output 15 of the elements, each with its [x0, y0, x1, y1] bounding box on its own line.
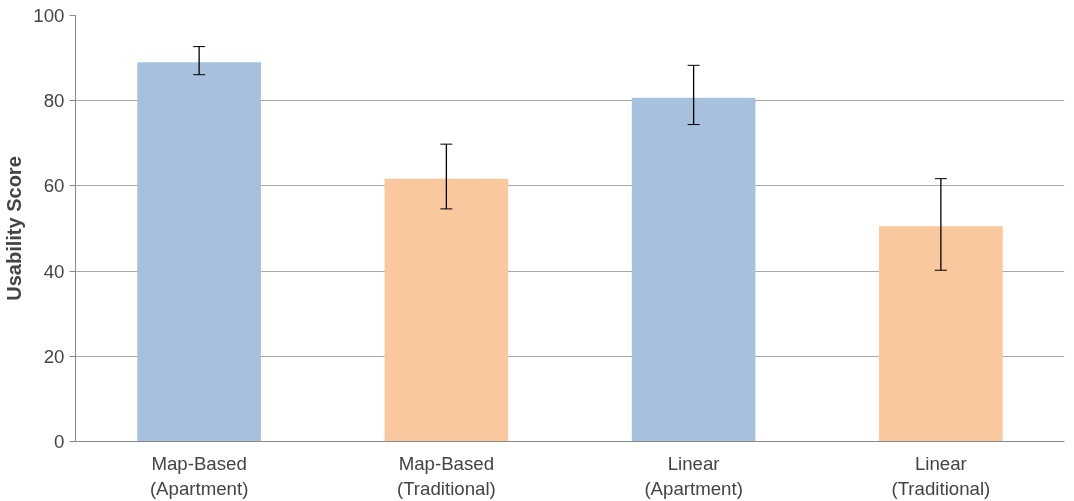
- y-tick-label: 100: [33, 5, 65, 26]
- bar: [137, 62, 261, 442]
- x-tick-label: Linear (Traditional): [891, 452, 991, 499]
- y-tick-label: 40: [43, 260, 65, 282]
- x-tick-label: Linear (Apartment): [644, 452, 743, 499]
- y-tick-label: 0: [54, 431, 65, 452]
- y-tick-label: 80: [43, 90, 65, 112]
- bar: [631, 97, 756, 442]
- y-tick-label: 20: [43, 345, 65, 367]
- bar: [879, 226, 1003, 442]
- x-tick-label: Map-Based (Apartment): [149, 452, 249, 499]
- x-tick-label: Map-Based (Traditional): [396, 452, 496, 499]
- y-axis-title: Usability Score: [3, 156, 26, 301]
- y-tick-label: 60: [43, 175, 65, 197]
- bar: [384, 178, 509, 442]
